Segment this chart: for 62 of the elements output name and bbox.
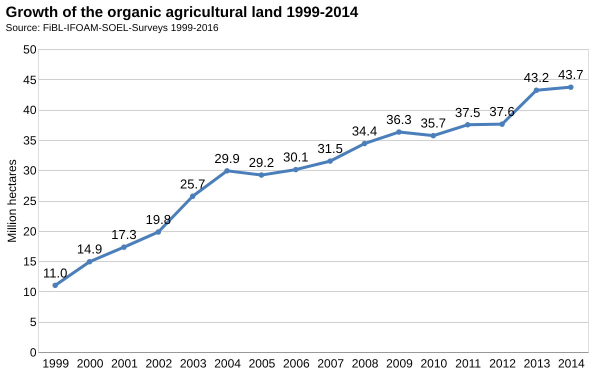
x-tick-label: 2007	[317, 356, 344, 370]
data-label: 34.4	[352, 124, 378, 139]
y-tick-label: 20	[23, 224, 37, 238]
point	[190, 194, 196, 199]
data-label: 29.9	[214, 150, 240, 166]
x-tick-label: 2003	[180, 356, 207, 370]
chart-subtitle: Source: FiBL-IFOAM-SOEL-Surveys 1999-2016	[6, 23, 219, 34]
data-label: 31.5	[318, 141, 343, 156]
x-tick-label: 2008	[352, 356, 379, 370]
x-tick-label: 2011	[455, 356, 482, 370]
point	[156, 229, 162, 235]
data-label: 29.2	[248, 155, 274, 170]
point	[568, 84, 574, 90]
data-label: 35.7	[420, 116, 446, 131]
point	[499, 121, 505, 127]
x-tick-label: 2009	[386, 356, 414, 370]
point	[534, 87, 540, 93]
point	[362, 140, 368, 146]
x-tick-label: 1999	[42, 356, 70, 370]
data-label: 17.3	[111, 227, 137, 242]
y-tick-label: 35	[23, 133, 37, 148]
data-label: 37.5	[455, 104, 480, 120]
data-label: 37.6	[489, 104, 515, 120]
data-label: 43.2	[524, 70, 550, 86]
data-label: 30.1	[283, 150, 308, 165]
data-label: 36.3	[386, 112, 412, 128]
point	[121, 244, 127, 250]
x-tick-label: 2002	[145, 356, 172, 370]
x-tick-label: 2001	[111, 356, 138, 370]
data-label: 43.7	[558, 67, 584, 82]
y-tick-label: 0	[30, 346, 37, 360]
y-tick-label: 10	[23, 284, 37, 299]
y-tick-label: 25	[23, 194, 37, 208]
point	[52, 282, 58, 288]
y-axis-title: Million hectares	[5, 159, 20, 243]
y-tick-label: 15	[23, 254, 37, 269]
point	[86, 258, 92, 264]
point	[293, 166, 299, 172]
x-tick-label: 2006	[282, 356, 310, 370]
x-tick-label: 2010	[420, 356, 448, 370]
point	[430, 132, 436, 138]
point	[224, 168, 230, 174]
point	[396, 129, 402, 135]
y-tick-label: 5	[30, 315, 37, 330]
x-tick-label: 2014	[558, 356, 585, 370]
chart-title: Growth of the organic agricultural land 1999-2014	[6, 4, 359, 21]
data-label: 19.8	[146, 212, 171, 228]
x-tick-label: 2004	[214, 356, 242, 370]
y-tick-label: 30	[23, 164, 37, 178]
x-tick-label: 2012	[489, 356, 516, 370]
y-tick-label: 45	[23, 72, 37, 87]
x-tick-label: 2005	[248, 356, 276, 370]
data-label: 25.7	[180, 176, 206, 192]
point	[258, 172, 264, 178]
point	[327, 158, 333, 164]
x-tick-label: 2000	[76, 356, 104, 370]
data-label: 11.0	[43, 265, 68, 280]
y-tick-label: 40	[23, 103, 37, 118]
y-tick-label: 50	[23, 42, 37, 56]
point	[464, 122, 470, 128]
x-tick-label: 2013	[524, 356, 551, 370]
data-label: 14.9	[76, 242, 102, 257]
